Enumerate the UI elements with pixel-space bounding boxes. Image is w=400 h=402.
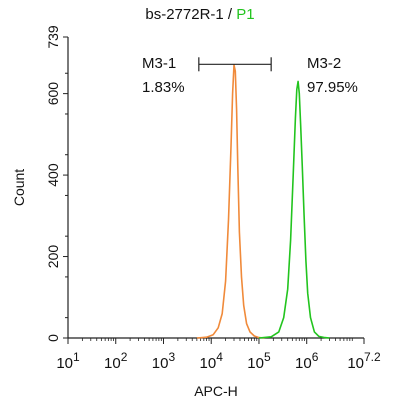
y-tick-label: 0 <box>45 334 61 342</box>
histogram-series-1 <box>196 64 265 339</box>
y-tick-label: 600 <box>45 82 61 106</box>
y-tick-label: 200 <box>45 245 61 269</box>
chart-title: bs-2772R-1 / P1 <box>0 6 400 23</box>
x-tick-label: 103 <box>152 350 176 372</box>
histogram-series-2 <box>258 80 330 339</box>
marker-percent-m3-2: 97.95% <box>307 79 358 96</box>
chart-title-sample: bs-2772R-1 <box>145 6 224 23</box>
marker-percent-m3-1: 1.83% <box>142 79 185 96</box>
chart-title-separator: / <box>223 6 237 23</box>
x-axis-label: APC-H <box>194 383 238 399</box>
marker-label-m3-2: M3-2 <box>307 55 341 72</box>
x-tick-label: 102 <box>104 350 128 372</box>
x-tick-label: 105 <box>247 350 271 372</box>
x-tick-label: 106 <box>295 350 319 372</box>
y-axis-label: Count <box>11 169 27 206</box>
marker-label-m3-1: M3-1 <box>142 55 176 72</box>
x-tick-label: 104 <box>200 350 224 372</box>
x-tick-label: 107.2 <box>347 350 381 372</box>
y-tick-label: 739 <box>45 25 61 49</box>
x-tick-label: 101 <box>56 350 80 372</box>
chart-title-gate: P1 <box>236 6 255 23</box>
y-tick-label: 400 <box>45 163 61 187</box>
